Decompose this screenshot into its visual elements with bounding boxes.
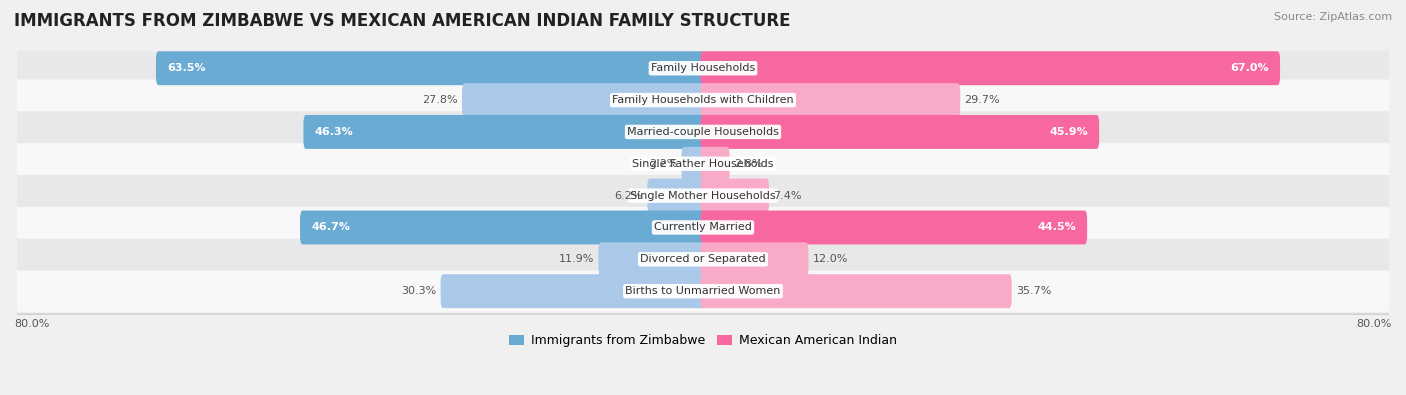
FancyBboxPatch shape [700,211,1087,245]
FancyBboxPatch shape [700,115,1099,149]
Text: Family Households with Children: Family Households with Children [612,95,794,105]
FancyBboxPatch shape [11,143,1395,184]
Text: 11.9%: 11.9% [558,254,595,264]
FancyBboxPatch shape [11,271,1395,312]
FancyBboxPatch shape [11,175,1395,216]
FancyBboxPatch shape [304,115,706,149]
FancyBboxPatch shape [700,274,1012,308]
Text: 2.8%: 2.8% [734,159,762,169]
FancyBboxPatch shape [299,211,706,245]
Text: 27.8%: 27.8% [422,95,458,105]
FancyBboxPatch shape [11,79,1395,121]
Text: Single Mother Households: Single Mother Households [630,191,776,201]
Text: 35.7%: 35.7% [1017,286,1052,296]
Text: 44.5%: 44.5% [1038,222,1076,233]
FancyBboxPatch shape [11,207,1395,248]
FancyBboxPatch shape [700,147,730,181]
Text: 29.7%: 29.7% [965,95,1000,105]
Text: 6.2%: 6.2% [614,191,643,201]
Text: Single Father Households: Single Father Households [633,159,773,169]
FancyBboxPatch shape [700,51,1279,85]
Legend: Immigrants from Zimbabwe, Mexican American Indian: Immigrants from Zimbabwe, Mexican Americ… [505,329,901,352]
Text: Source: ZipAtlas.com: Source: ZipAtlas.com [1274,12,1392,22]
Text: 30.3%: 30.3% [401,286,436,296]
Text: 2.2%: 2.2% [648,159,678,169]
FancyBboxPatch shape [463,83,706,117]
Text: Family Households: Family Households [651,63,755,73]
Text: IMMIGRANTS FROM ZIMBABWE VS MEXICAN AMERICAN INDIAN FAMILY STRUCTURE: IMMIGRANTS FROM ZIMBABWE VS MEXICAN AMER… [14,12,790,30]
Text: Divorced or Separated: Divorced or Separated [640,254,766,264]
Text: Married-couple Households: Married-couple Households [627,127,779,137]
Text: 67.0%: 67.0% [1230,63,1268,73]
Text: 63.5%: 63.5% [167,63,205,73]
Text: 12.0%: 12.0% [813,254,848,264]
Text: 46.7%: 46.7% [311,222,350,233]
Text: Births to Unmarried Women: Births to Unmarried Women [626,286,780,296]
FancyBboxPatch shape [647,179,706,213]
FancyBboxPatch shape [700,243,808,276]
FancyBboxPatch shape [11,48,1395,89]
FancyBboxPatch shape [700,179,769,213]
Text: Currently Married: Currently Married [654,222,752,233]
FancyBboxPatch shape [599,243,706,276]
Text: 46.3%: 46.3% [315,127,353,137]
FancyBboxPatch shape [156,51,706,85]
Text: 80.0%: 80.0% [1357,319,1392,329]
FancyBboxPatch shape [440,274,706,308]
FancyBboxPatch shape [11,111,1395,152]
FancyBboxPatch shape [682,147,706,181]
FancyBboxPatch shape [700,83,960,117]
Text: 80.0%: 80.0% [14,319,49,329]
Text: 45.9%: 45.9% [1049,127,1088,137]
Text: 7.4%: 7.4% [773,191,801,201]
FancyBboxPatch shape [11,239,1395,280]
